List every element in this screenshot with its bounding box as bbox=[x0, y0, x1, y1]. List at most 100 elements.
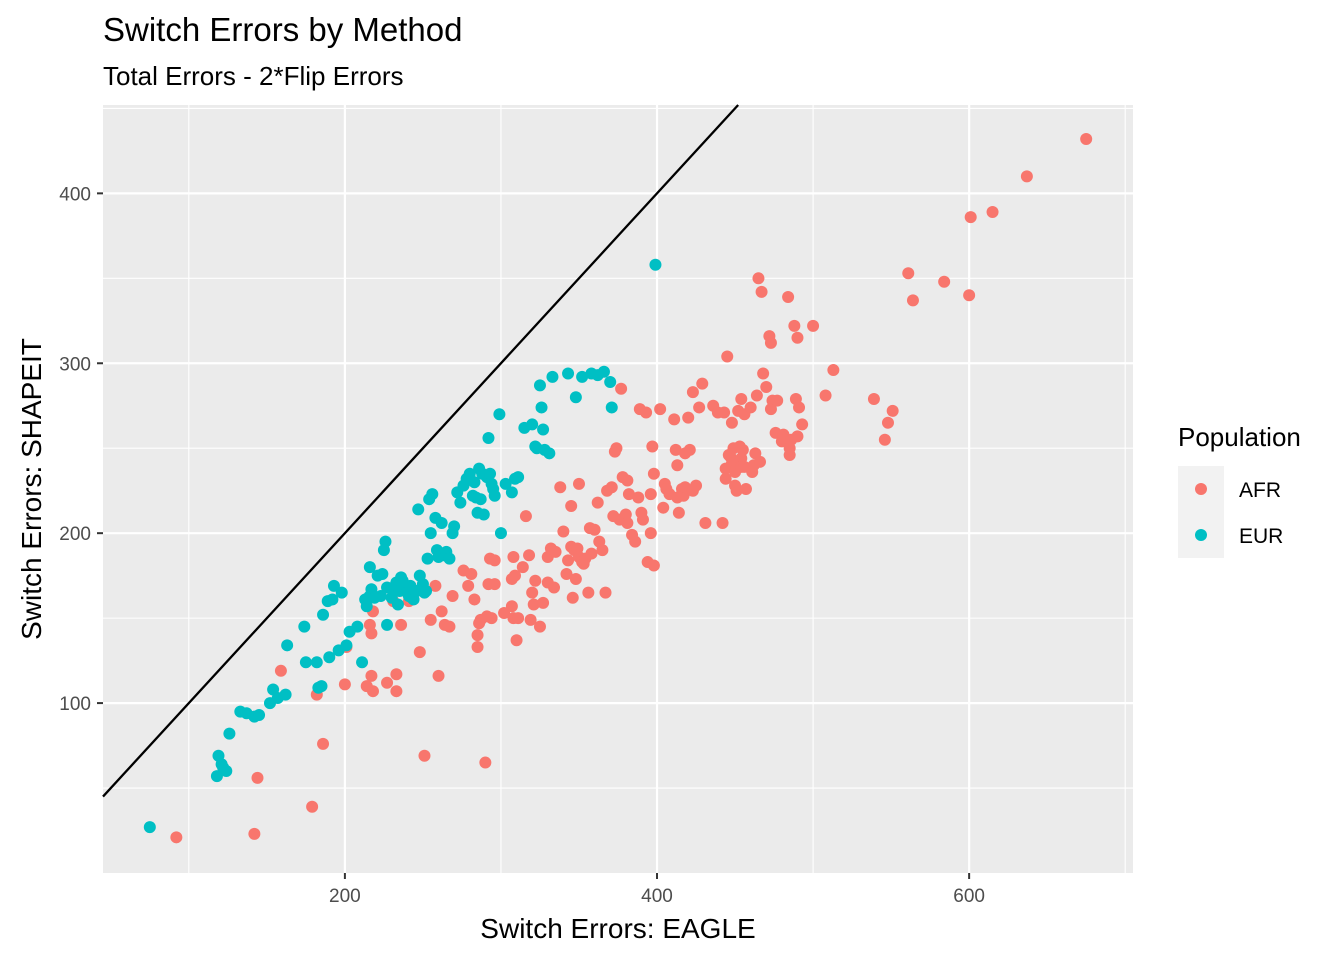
data-point-afr bbox=[699, 516, 712, 529]
data-point-afr bbox=[509, 569, 521, 582]
data-point-eur bbox=[379, 535, 392, 548]
data-point-eur bbox=[210, 770, 223, 783]
data-point-eur bbox=[597, 365, 610, 378]
data-point-afr bbox=[730, 484, 743, 497]
data-point-eur bbox=[443, 552, 456, 565]
data-point-afr bbox=[512, 612, 525, 625]
legend-items: AFR EUR bbox=[1195, 479, 1283, 548]
data-point-afr bbox=[471, 641, 484, 654]
data-point-eur bbox=[310, 656, 323, 669]
data-point-afr bbox=[754, 455, 767, 468]
data-point-afr bbox=[562, 554, 575, 567]
data-point-eur bbox=[323, 651, 336, 664]
data-point-eur bbox=[281, 639, 294, 652]
data-point-afr bbox=[622, 488, 635, 501]
data-point-eur bbox=[605, 401, 618, 414]
chart-subtitle: Total Errors - 2*Flip Errors bbox=[103, 61, 404, 91]
data-point-afr bbox=[479, 756, 492, 769]
legend-key-background bbox=[1178, 466, 1224, 558]
legend-item-eur: EUR bbox=[1195, 525, 1283, 548]
data-point-afr bbox=[549, 545, 562, 558]
data-point-afr bbox=[757, 367, 770, 380]
data-point-eur bbox=[493, 408, 506, 421]
data-point-afr bbox=[827, 364, 840, 377]
data-point-afr bbox=[725, 416, 738, 429]
data-point-afr bbox=[629, 535, 642, 548]
data-point-afr bbox=[505, 600, 518, 613]
data-point-afr bbox=[718, 406, 731, 419]
data-point-afr bbox=[752, 272, 765, 285]
data-point-eur bbox=[420, 584, 433, 597]
data-point-afr bbox=[548, 581, 561, 594]
chart-title: Switch Errors by Method bbox=[103, 11, 462, 48]
data-point-afr bbox=[381, 676, 394, 689]
series-afr bbox=[170, 132, 1093, 844]
data-point-eur bbox=[299, 656, 312, 669]
grid-lines bbox=[103, 105, 1133, 873]
data-point-afr bbox=[750, 389, 763, 402]
legend-key-afr bbox=[1195, 483, 1207, 495]
data-point-afr bbox=[669, 443, 682, 456]
data-point-eur bbox=[604, 375, 617, 388]
data-point-eur bbox=[477, 508, 490, 521]
data-point-afr bbox=[721, 350, 734, 363]
data-point-afr bbox=[636, 513, 649, 526]
x-axis-label: Switch Errors: EAGLE bbox=[480, 913, 755, 944]
data-point-eur bbox=[468, 476, 481, 489]
data-point-afr bbox=[791, 331, 804, 344]
legend-title: Population bbox=[1178, 422, 1301, 452]
data-points bbox=[143, 132, 1093, 844]
data-point-afr bbox=[693, 401, 706, 414]
data-point-afr bbox=[881, 416, 894, 429]
legend: Population AFR EUR bbox=[1178, 422, 1301, 558]
data-point-eur bbox=[454, 496, 467, 509]
data-point-afr bbox=[526, 586, 539, 599]
data-point-afr bbox=[647, 559, 660, 572]
data-point-afr bbox=[599, 586, 612, 599]
data-point-afr bbox=[938, 275, 951, 288]
data-point-afr bbox=[498, 607, 511, 620]
y-tick-label: 100 bbox=[59, 694, 91, 715]
data-point-afr bbox=[788, 319, 801, 332]
axes: 100 200 300 400 200 400 600 bbox=[59, 184, 985, 907]
y-axis-label: Switch Errors: SHAPEIT bbox=[16, 338, 47, 640]
data-point-afr bbox=[744, 401, 757, 414]
plot-panel bbox=[103, 105, 1133, 873]
data-point-eur bbox=[381, 618, 394, 631]
data-point-afr bbox=[886, 404, 899, 417]
data-point-eur bbox=[526, 418, 539, 431]
data-point-afr bbox=[338, 678, 351, 691]
data-point-afr bbox=[782, 291, 795, 303]
data-point-afr bbox=[696, 377, 709, 390]
data-point-afr bbox=[524, 613, 537, 626]
data-point-afr bbox=[519, 510, 532, 523]
data-point-afr bbox=[632, 491, 645, 504]
data-point-afr bbox=[274, 664, 287, 677]
data-point-afr bbox=[596, 544, 609, 557]
data-point-afr bbox=[755, 285, 768, 298]
data-point-eur bbox=[356, 656, 369, 669]
data-point-afr bbox=[964, 211, 977, 224]
data-point-afr bbox=[488, 578, 501, 591]
data-point-afr bbox=[621, 474, 634, 487]
data-point-eur bbox=[424, 527, 437, 540]
data-point-eur bbox=[279, 688, 292, 701]
data-point-afr bbox=[306, 800, 319, 813]
data-point-afr bbox=[471, 629, 484, 642]
data-point-afr bbox=[533, 620, 546, 633]
data-point-eur bbox=[363, 561, 376, 574]
data-point-afr bbox=[683, 443, 696, 456]
data-point-afr bbox=[644, 488, 657, 501]
data-point-afr bbox=[682, 411, 695, 424]
data-point-afr bbox=[796, 418, 809, 431]
data-point-afr bbox=[251, 771, 264, 784]
data-point-afr bbox=[690, 479, 703, 492]
data-point-afr bbox=[248, 827, 261, 840]
data-point-afr bbox=[771, 394, 784, 407]
data-point-afr bbox=[867, 392, 880, 405]
data-point-afr bbox=[418, 749, 431, 762]
data-point-afr bbox=[365, 627, 378, 640]
data-point-afr bbox=[736, 443, 749, 456]
series-eur bbox=[143, 258, 662, 834]
